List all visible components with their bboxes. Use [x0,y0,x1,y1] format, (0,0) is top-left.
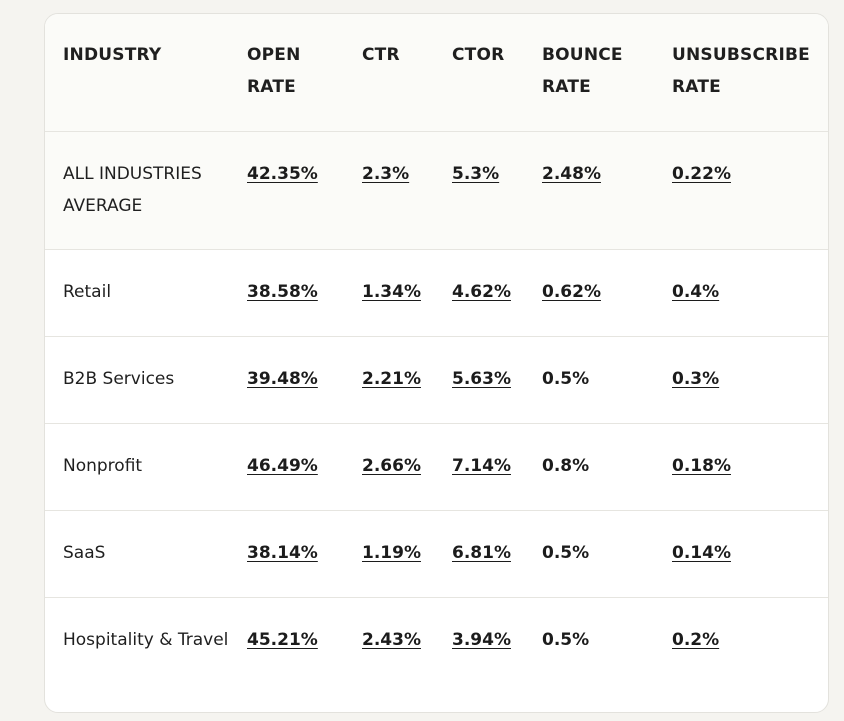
open-rate-cell: 38.14% [229,510,344,597]
bounce-rate-cell: 0.62% [524,249,654,336]
bounce-rate-cell: 0.5% [524,336,654,423]
ctor-cell: 5.3% [434,131,524,249]
bounce-rate-link[interactable]: 0.62% [542,281,601,302]
ctor-cell: 3.94% [434,597,524,706]
ctr-cell: 2.43% [344,597,434,706]
unsubscribe-rate-link[interactable]: 0.22% [672,163,731,184]
unsubscribe-rate-cell: 0.2% [654,597,828,706]
ctor-link[interactable]: 4.62% [452,281,511,302]
ctor-cell: 4.62% [434,249,524,336]
ctr-link[interactable]: 1.34% [362,281,421,302]
open-rate-cell: 46.49% [229,423,344,510]
open-rate-link[interactable]: 42.35% [247,163,318,184]
open-rate-link[interactable]: 46.49% [247,455,318,476]
ctor-link[interactable]: 5.3% [452,163,500,184]
header-unsubscribe-rate: UNSUBSCRIBE RATE [672,45,810,97]
bounce-rate-value: 0.5% [542,629,590,650]
industry-cell: Nonprofit [63,455,143,476]
benchmark-table-card: INDUSTRY OPEN RATE CTR CTOR BOUNCE RATE … [44,13,829,713]
unsubscribe-rate-cell: 0.3% [654,336,828,423]
ctr-link[interactable]: 2.21% [362,368,421,389]
unsubscribe-rate-link[interactable]: 0.18% [672,455,731,476]
ctor-link[interactable]: 7.14% [452,455,511,476]
unsubscribe-rate-cell: 0.14% [654,510,828,597]
industry-cell: Retail [63,281,112,302]
header-industry: INDUSTRY [63,45,162,65]
ctr-cell: 2.21% [344,336,434,423]
header-bounce-rate: BOUNCE RATE [542,45,623,97]
email-benchmark-table: INDUSTRY OPEN RATE CTR CTOR BOUNCE RATE … [45,14,828,706]
unsubscribe-rate-link[interactable]: 0.3% [672,368,720,389]
ctr-link[interactable]: 1.19% [362,542,421,563]
open-rate-cell: 42.35% [229,131,344,249]
bounce-rate-value: 0.5% [542,368,590,389]
ctor-link[interactable]: 6.81% [452,542,511,563]
industry-cell: SaaS [63,542,106,563]
bounce-rate-link[interactable]: 2.48% [542,163,601,184]
ctor-link[interactable]: 3.94% [452,629,511,650]
ctor-cell: 5.63% [434,336,524,423]
ctr-link[interactable]: 2.3% [362,163,410,184]
ctor-cell: 6.81% [434,510,524,597]
industry-cell: ALL INDUSTRIES AVERAGE [63,163,202,216]
table-row: Hospitality & Travel 45.21% 2.43% 3.94% … [45,597,828,706]
ctor-cell: 7.14% [434,423,524,510]
unsubscribe-rate-link[interactable]: 0.14% [672,542,731,563]
open-rate-cell: 38.58% [229,249,344,336]
table-row: B2B Services 39.48% 2.21% 5.63% 0.5% 0.3… [45,336,828,423]
open-rate-cell: 45.21% [229,597,344,706]
open-rate-link[interactable]: 38.58% [247,281,318,302]
ctr-link[interactable]: 2.43% [362,629,421,650]
ctr-cell: 1.19% [344,510,434,597]
table-row: Nonprofit 46.49% 2.66% 7.14% 0.8% 0.18% [45,423,828,510]
open-rate-link[interactable]: 45.21% [247,629,318,650]
ctr-cell: 2.3% [344,131,434,249]
ctr-cell: 1.34% [344,249,434,336]
ctor-link[interactable]: 5.63% [452,368,511,389]
table-row: SaaS 38.14% 1.19% 6.81% 0.5% 0.14% [45,510,828,597]
unsubscribe-rate-link[interactable]: 0.4% [672,281,720,302]
bounce-rate-value: 0.5% [542,542,590,563]
open-rate-cell: 39.48% [229,336,344,423]
header-ctr: CTR [362,45,400,65]
unsubscribe-rate-link[interactable]: 0.2% [672,629,720,650]
table-header-row: INDUSTRY OPEN RATE CTR CTOR BOUNCE RATE … [45,14,828,131]
ctr-link[interactable]: 2.66% [362,455,421,476]
unsubscribe-rate-cell: 0.22% [654,131,828,249]
header-ctor: CTOR [452,45,505,65]
unsubscribe-rate-cell: 0.4% [654,249,828,336]
header-open-rate: OPEN RATE [247,45,301,97]
open-rate-link[interactable]: 38.14% [247,542,318,563]
bounce-rate-cell: 0.5% [524,510,654,597]
industry-cell: Hospitality & Travel [63,629,229,650]
table-row: ALL INDUSTRIES AVERAGE 42.35% 2.3% 5.3% … [45,131,828,249]
table-row: Retail 38.58% 1.34% 4.62% 0.62% 0.4% [45,249,828,336]
bounce-rate-cell: 0.8% [524,423,654,510]
bounce-rate-cell: 0.5% [524,597,654,706]
bounce-rate-value: 0.8% [542,455,590,476]
ctr-cell: 2.66% [344,423,434,510]
industry-cell: B2B Services [63,368,175,389]
bounce-rate-cell: 2.48% [524,131,654,249]
open-rate-link[interactable]: 39.48% [247,368,318,389]
unsubscribe-rate-cell: 0.18% [654,423,828,510]
